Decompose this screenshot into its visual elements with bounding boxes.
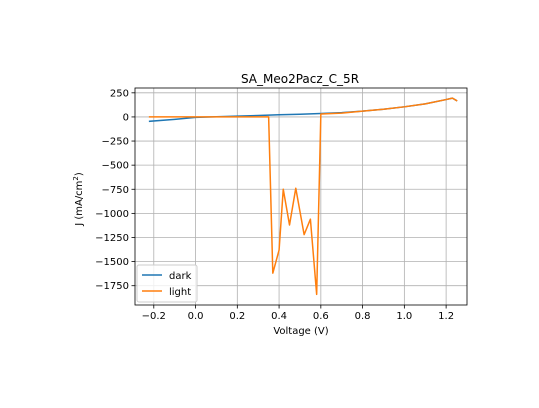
y-tick-label-2: −250 bbox=[102, 137, 129, 148]
x-axis-ticks: −0.2 0.0 0.2 0.4 0.6 0.8 1.0 1.2 bbox=[142, 305, 454, 322]
y-tick-label-4: −750 bbox=[102, 185, 129, 196]
y-tick-label-7: −1500 bbox=[95, 257, 129, 268]
x-tick-label-7: 1.2 bbox=[438, 311, 454, 322]
x-tick-label-3: 0.4 bbox=[271, 311, 287, 322]
y-axis-ticks: 250 0 −250 −500 −750 −1000 −1250 −1500 −1750 bbox=[95, 88, 135, 292]
x-tick-label-5: 0.8 bbox=[355, 311, 371, 322]
series-lines bbox=[148, 97, 458, 296]
legend-dark-label: dark bbox=[169, 271, 192, 282]
legend: dark light bbox=[136, 264, 198, 303]
y-axis-label-close: ) bbox=[74, 172, 85, 176]
y-tick-label-8: −1750 bbox=[95, 281, 129, 292]
chart-title: SA_Meo2Pacz_C_5R bbox=[241, 72, 359, 86]
y-tick-label-1: 0 bbox=[123, 112, 129, 123]
plot-frame bbox=[134, 87, 468, 306]
x-tick-label-2: 0.2 bbox=[229, 311, 245, 322]
x-tick-label-1: 0.0 bbox=[188, 311, 204, 322]
y-tick-label-6: −1250 bbox=[95, 233, 129, 244]
series-line-light bbox=[148, 97, 458, 296]
x-axis-label: Voltage (V) bbox=[273, 326, 328, 337]
y-tick-label-5: −1000 bbox=[95, 209, 129, 220]
x-tick-label-4: 0.6 bbox=[313, 311, 329, 322]
y-axis-label: J (mA/cm2) bbox=[72, 172, 85, 227]
x-tick-label-0: −0.2 bbox=[142, 311, 166, 322]
y-axis-label-superscript: 2 bbox=[72, 176, 80, 180]
x-tick-label-6: 1.0 bbox=[396, 311, 412, 322]
y-tick-label-0: 250 bbox=[110, 88, 129, 99]
legend-light-label: light bbox=[169, 287, 191, 298]
y-axis-label-main: J (mA/cm bbox=[74, 181, 85, 227]
y-tick-label-3: −500 bbox=[102, 161, 129, 172]
